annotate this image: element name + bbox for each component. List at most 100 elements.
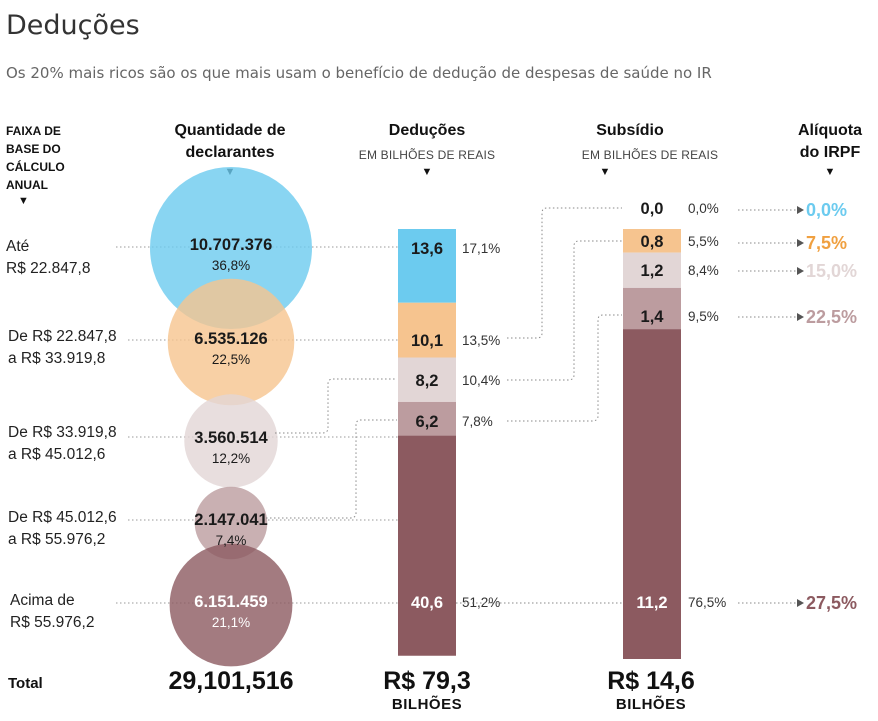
- declarantes-value: 6.151.459: [194, 593, 267, 611]
- deducoes-bar-segment: [398, 435, 456, 656]
- subsidio-bar-segment: [623, 329, 681, 659]
- deducoes-pct: 10,4%: [462, 373, 500, 388]
- subsidio-header: Subsídio EM BILHÕES DE REAIS ▼: [560, 120, 740, 182]
- deducoes-pct: 7,8%: [462, 414, 493, 429]
- connector-line: [507, 207, 622, 339]
- total-subsidio: R$ 14,6 BILHÕES: [591, 667, 711, 713]
- deducoes-value: 8,2: [416, 372, 439, 390]
- quantidade-header-line: declarantes: [185, 144, 275, 161]
- subsidio-pct: 8,4%: [688, 263, 719, 278]
- connector-line: [275, 378, 397, 434]
- declarantes-circle: [184, 394, 278, 488]
- declarantes-pct: 12,2%: [212, 451, 250, 466]
- subsidio-value: 0,8: [641, 233, 664, 251]
- aliquota-header: Alíquota do IRPF ▼: [782, 120, 878, 180]
- arrow-down-icon: ▼: [18, 195, 29, 207]
- subsidio-value: 1,2: [641, 262, 664, 280]
- row-label: De R$ 33.919,8 a R$ 45.012,6: [8, 422, 117, 466]
- deducoes-value: 6,2: [416, 413, 439, 431]
- subsidio-bar-segment: [623, 252, 681, 288]
- arrow-right-icon: [797, 599, 804, 607]
- total-deducoes: R$ 79,3 BILHÕES: [367, 667, 487, 713]
- page-title: Deduções: [6, 10, 140, 41]
- faixa-header-line: CÁLCULO: [6, 160, 65, 174]
- arrow-right-icon: [797, 313, 804, 321]
- aliquota-header-line: do IRPF: [799, 144, 861, 161]
- total-label: Total: [8, 675, 43, 692]
- total-declarantes: 29,101,516: [168, 667, 294, 695]
- deducoes-bar-segment: [398, 401, 456, 436]
- declarantes-circle: [169, 543, 293, 667]
- arrow-down-icon: ▼: [421, 166, 433, 178]
- quantidade-header: Quantidade de declarantes ▼: [145, 120, 315, 180]
- subsidio-bar-segment: [623, 229, 681, 253]
- subsidio-pct: 76,5%: [688, 595, 726, 610]
- aliquota-value: 7,5%: [806, 233, 847, 253]
- total-deducoes-unit: BILHÕES: [391, 696, 463, 713]
- page-subtitle: Os 20% mais ricos são os que mais usam o…: [6, 64, 712, 82]
- deducoes-bar-segment: [398, 357, 456, 402]
- connector-line: [266, 419, 397, 519]
- row-label-line: De R$ 22.847,8: [8, 328, 117, 345]
- deducoes-bar-segment: [398, 229, 456, 303]
- aliquota-value: 0,0%: [806, 200, 847, 220]
- declarantes-circle: [194, 486, 268, 560]
- aliquota-header-line: Alíquota: [798, 122, 862, 139]
- subsidio-pct: 5,5%: [688, 234, 719, 249]
- row-label-line: De R$ 33.919,8: [8, 424, 117, 441]
- arrow-right-icon: [797, 206, 804, 214]
- row-label: De R$ 45.012,6 a R$ 55.976,2: [8, 507, 117, 551]
- deducoes-header: Deduções EM BILHÕES DE REAIS ▼: [337, 120, 517, 182]
- subsidio-value: 1,4: [641, 308, 665, 326]
- deducoes-header-title: Deduções: [388, 122, 466, 139]
- declarantes-value: 2.147.041: [194, 511, 267, 529]
- faixa-header-line: FAIXA DE: [6, 124, 61, 138]
- arrow-down-icon: ▼: [599, 166, 611, 178]
- row-label-line: De R$ 45.012,6: [8, 509, 117, 526]
- subsidio-bar-segment: [623, 287, 681, 330]
- row-label-line: Até: [6, 238, 30, 255]
- connector-line: [507, 314, 622, 422]
- deducoes-value: 13,6: [411, 240, 443, 258]
- faixa-header: FAIXA DE BASE DO CÁLCULO ANUAL ▼: [6, 122, 96, 208]
- row-label-line: R$ 22.847,8: [6, 260, 91, 277]
- declarantes-pct: 36,8%: [212, 258, 250, 273]
- row-label: Até R$ 22.847,8: [6, 236, 90, 280]
- arrow-right-icon: [797, 239, 804, 247]
- deducoes-header-sub: EM BILHÕES DE REAIS: [358, 148, 496, 162]
- declarantes-pct: 22,5%: [212, 352, 250, 367]
- declarantes-circle: [167, 278, 295, 406]
- subsidio-value: 0,0: [641, 200, 664, 218]
- deducoes-bar-segment: [398, 302, 456, 358]
- subsidio-header-title: Subsídio: [596, 122, 664, 139]
- arrow-right-icon: [797, 267, 804, 275]
- faixa-header-line: ANUAL: [6, 178, 48, 192]
- faixa-header-line: BASE DO: [6, 142, 61, 156]
- deducoes-value: 10,1: [411, 332, 443, 350]
- row-label: De R$ 22.847,8 a R$ 33.919,8: [8, 326, 117, 370]
- row-label-line: a R$ 33.919,8: [8, 350, 106, 367]
- row-label-line: Acima de: [10, 592, 75, 609]
- declarantes-value: 6.535.126: [194, 330, 267, 348]
- row-label-line: a R$ 55.976,2: [8, 531, 106, 548]
- subsidio-header-sub: EM BILHÕES DE REAIS: [581, 148, 719, 162]
- connector-line: [507, 240, 622, 381]
- declarantes-pct: 7,4%: [216, 533, 247, 548]
- subsidio-pct: 0,0%: [688, 201, 719, 216]
- aliquota-value: 27,5%: [806, 593, 857, 613]
- total-subsidio-unit: BILHÕES: [615, 696, 687, 713]
- total-deducoes-value: R$ 79,3: [383, 667, 471, 695]
- deducoes-pct: 17,1%: [462, 241, 500, 256]
- row-label-line: a R$ 45.012,6: [8, 446, 106, 463]
- declarantes-circle: [150, 167, 312, 329]
- aliquota-value: 22,5%: [806, 307, 857, 327]
- declarantes-value: 3.560.514: [194, 429, 268, 447]
- arrow-down-icon: ▼: [824, 166, 836, 178]
- row-label: Acima de R$ 55.976,2: [10, 590, 94, 634]
- subsidio-pct: 9,5%: [688, 309, 719, 324]
- deducoes-pct: 13,5%: [462, 333, 500, 348]
- aliquota-value: 15,0%: [806, 261, 857, 281]
- row-label-line: R$ 55.976,2: [10, 614, 95, 631]
- declarantes-value: 10.707.376: [190, 236, 273, 254]
